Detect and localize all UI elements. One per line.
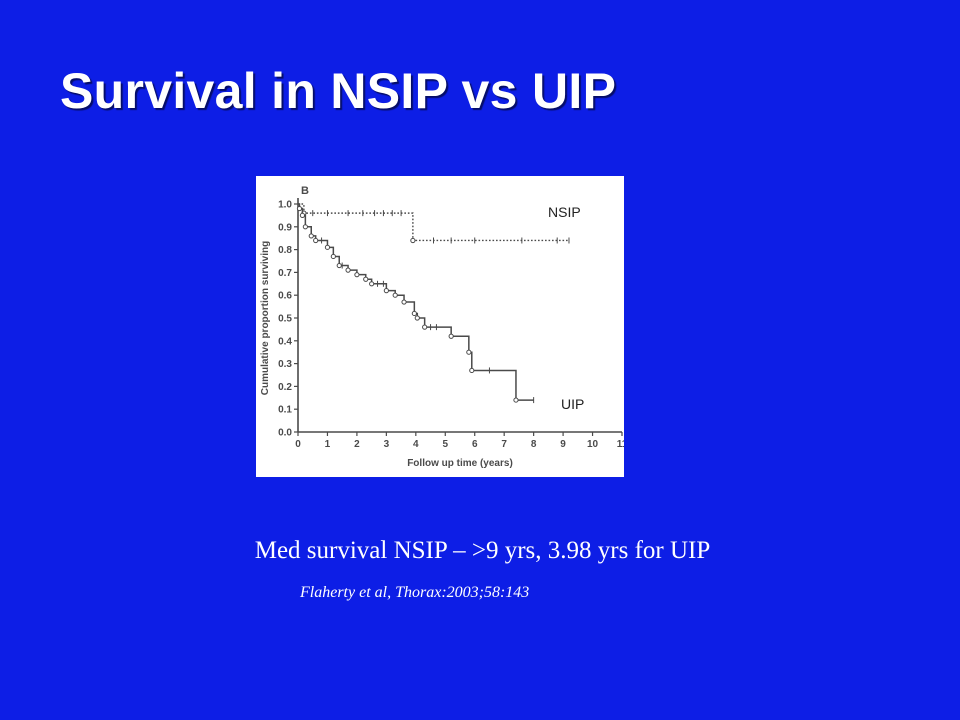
event-marker-uip <box>469 367 475 374</box>
event-marker-uip <box>302 224 308 230</box>
event-marker-uip <box>369 281 375 287</box>
event-marker-uip <box>313 237 319 244</box>
x-tick-label: 4 <box>413 439 419 450</box>
y-tick-label: 0.9 <box>278 222 292 233</box>
event-marker-uip <box>330 253 336 260</box>
y-tick-label: 0.4 <box>278 336 292 347</box>
event-marker-uip <box>354 272 360 278</box>
median-survival-statement: Med survival NSIP – >9 yrs, 3.98 yrs for… <box>0 537 960 565</box>
x-tick-label: 7 <box>501 439 507 450</box>
median-survival-text: Med survival NSIP – >9 yrs, 3.98 yrs for… <box>254 537 711 564</box>
event-marker-uip <box>401 299 407 305</box>
event-marker-uip <box>296 205 303 212</box>
event-marker-uip <box>414 315 420 321</box>
citation: Flaherty et al, Thorax:2003;58:143 <box>300 584 530 601</box>
event-marker-uip <box>513 397 519 403</box>
event-marker-uip <box>336 262 342 269</box>
x-tick-label: 11 <box>617 439 624 450</box>
y-tick-label: 1.0 <box>278 200 292 211</box>
event-marker-uip <box>324 244 331 250</box>
x-tick-label: 10 <box>587 439 599 450</box>
y-tick-label: 0.5 <box>278 314 292 325</box>
x-tick-label: 2 <box>354 439 360 450</box>
series-label-nsip: NSIP <box>548 204 581 220</box>
kaplan-meier-chart: 0.0 0.1 0.2 0.3 0.4 0.5 0.6 0.7 0.8 0.9 1.0 0 1 2 3 4 5 6… <box>260 185 624 469</box>
event-marker-uip <box>299 212 306 219</box>
event-marker-uip <box>392 292 398 298</box>
slide-title: Survival in NSIP vs UIP <box>60 63 617 119</box>
x-tick-label: 9 <box>560 439 566 450</box>
x-tick-label: 6 <box>472 439 478 450</box>
event-marker-uip <box>363 276 369 282</box>
x-tick-label: 5 <box>442 439 448 450</box>
survival-chart-panel: 0.0 0.1 0.2 0.3 0.4 0.5 0.6 0.7 0.8 0.9 1.0 0 1 2 3 4 5 6… <box>256 176 624 477</box>
y-tick-label: 0.6 <box>278 291 292 302</box>
event-marker-uip <box>383 288 389 294</box>
y-tick-label: 0.3 <box>278 359 292 370</box>
x-tick-label: 1 <box>325 439 331 450</box>
event-marker-uip <box>448 333 454 339</box>
panel-label: B <box>301 185 309 197</box>
series-label-uip: UIP <box>561 396 584 412</box>
y-tick-label: 0.8 <box>278 245 292 256</box>
y-tick-label: 0.7 <box>278 268 292 279</box>
event-marker-uip <box>308 233 314 239</box>
y-axis-label: Cumulative proportion surviving <box>260 241 271 395</box>
event-marker-uip <box>422 324 428 330</box>
x-tick-label: 3 <box>384 439 390 450</box>
event-marker-uip <box>466 349 472 355</box>
event-marker-uip <box>411 310 417 317</box>
x-tick-label: 0 <box>295 439 301 450</box>
event-marker-uip <box>345 267 351 273</box>
x-tick-label: 8 <box>531 439 537 450</box>
y-tick-label: 0.2 <box>278 382 292 393</box>
y-tick-label: 0.1 <box>278 405 292 416</box>
event-marker-nsip <box>410 237 416 244</box>
y-tick-label: 0.0 <box>278 428 292 439</box>
series-line-nsip <box>298 203 569 242</box>
series-line-uip <box>298 203 534 401</box>
x-axis-label: Follow up time (years) <box>407 458 513 469</box>
